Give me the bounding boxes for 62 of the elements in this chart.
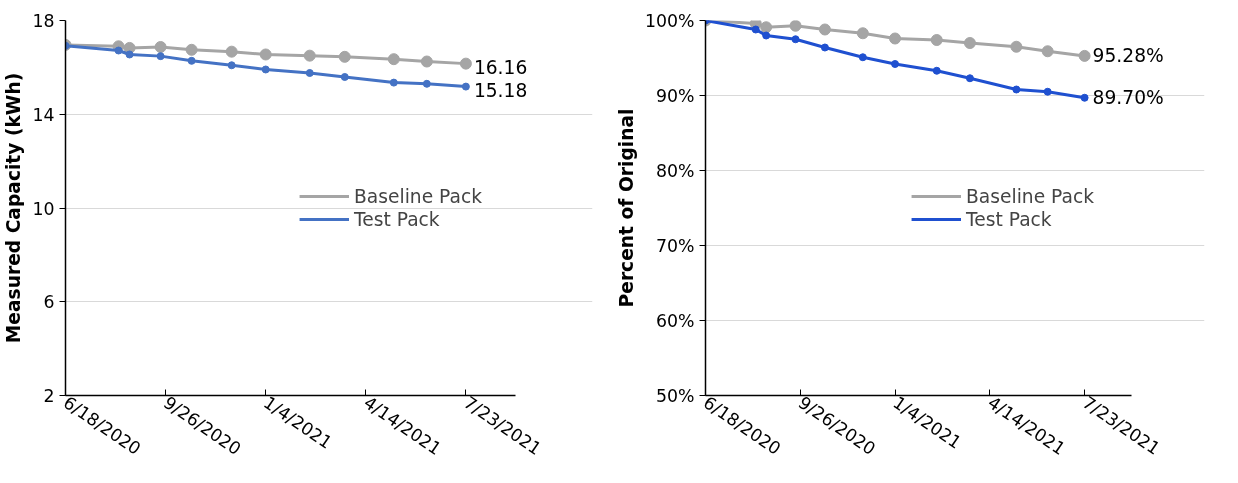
data-label: 95.28%	[1092, 44, 1164, 66]
point	[225, 45, 238, 58]
data-label: 89.70%	[1092, 86, 1164, 108]
point	[303, 49, 316, 62]
point	[791, 35, 800, 44]
point	[227, 61, 236, 70]
point	[856, 27, 869, 40]
point	[459, 57, 472, 70]
point	[889, 32, 902, 45]
point	[965, 74, 974, 83]
y-tick-label: 60%	[655, 310, 695, 331]
y-tick-label: 2	[43, 386, 55, 406]
point	[387, 53, 400, 66]
y-axis-title: Percent of Original	[615, 108, 637, 308]
point	[114, 46, 123, 55]
y-tick-label: 50%	[655, 385, 695, 406]
y-tick-label: 100%	[644, 10, 695, 31]
point	[259, 48, 272, 61]
point	[891, 60, 900, 68]
point	[932, 66, 941, 75]
y-axis-title: Measured Capacity (kWh)	[3, 72, 25, 344]
point	[187, 56, 196, 65]
point	[340, 72, 349, 81]
y-tick-label: 14	[32, 104, 55, 125]
point	[422, 79, 431, 88]
point	[818, 23, 831, 36]
y-tick-label: 70%	[655, 235, 695, 256]
data-label: 15.18	[473, 79, 528, 101]
point	[261, 65, 270, 74]
point	[305, 69, 314, 77]
point	[1041, 45, 1054, 58]
point	[185, 43, 198, 56]
legend-label: Baseline Pack	[966, 185, 1094, 207]
point	[1010, 40, 1023, 53]
point	[789, 20, 802, 32]
legend-label: Test Pack	[354, 208, 440, 230]
point	[760, 21, 773, 34]
point	[389, 78, 398, 87]
point	[420, 55, 433, 68]
y-tick-label: 90%	[655, 85, 695, 106]
y-tick-label: 18	[32, 11, 55, 31]
legend-label: Baseline Pack	[354, 185, 482, 207]
point	[338, 50, 351, 63]
point	[1043, 87, 1052, 96]
point	[125, 50, 134, 59]
point	[461, 82, 470, 91]
point	[963, 37, 976, 49]
data-label: 16.16	[473, 56, 528, 78]
y-tick-label: 80%	[655, 160, 695, 181]
point	[820, 43, 829, 52]
point	[858, 53, 867, 62]
point	[1078, 49, 1091, 62]
legend-label: Test Pack	[966, 208, 1052, 230]
y-tick-label: 6	[43, 292, 55, 313]
point	[1012, 85, 1021, 94]
point	[930, 34, 943, 46]
point	[156, 52, 165, 61]
point	[762, 31, 771, 40]
point	[1080, 93, 1089, 102]
y-tick-label: 10	[32, 198, 55, 219]
point	[751, 25, 760, 34]
point	[154, 41, 167, 53]
